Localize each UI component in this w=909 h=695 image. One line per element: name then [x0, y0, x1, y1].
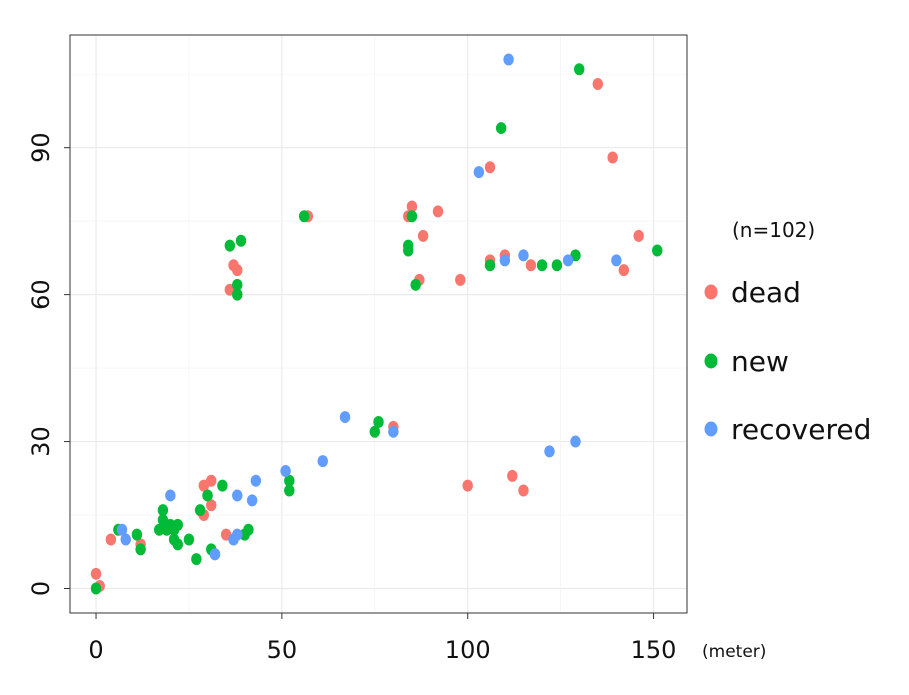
legend-label-new: new — [731, 345, 789, 378]
data-point-new — [183, 533, 195, 546]
legend-label-recovered: recovered — [731, 413, 871, 446]
data-point-new — [90, 582, 102, 595]
data-point-recovered — [317, 455, 328, 468]
data-point-dead — [607, 151, 618, 164]
data-point-recovered — [232, 528, 243, 541]
data-point-recovered — [570, 435, 581, 448]
legend: (n=102) dead new recovered — [704, 218, 871, 446]
data-point-new — [298, 210, 310, 223]
x-tick-label: 100 — [445, 636, 491, 664]
y-tick-label: 0 — [27, 581, 55, 596]
data-point-recovered — [473, 166, 485, 179]
data-points — [90, 53, 663, 595]
data-point-new — [172, 518, 183, 531]
data-point-recovered — [388, 425, 399, 438]
legend-key-new — [704, 353, 718, 369]
data-point-dead — [432, 205, 444, 218]
data-point-new — [191, 553, 202, 566]
x-tick-label: 150 — [631, 636, 677, 664]
data-point-new — [194, 504, 206, 517]
data-point-dead — [484, 161, 496, 174]
legend-label-dead: dead — [731, 276, 801, 309]
data-point-recovered — [250, 474, 262, 487]
data-point-recovered — [120, 533, 131, 546]
data-point-dead — [417, 229, 429, 242]
x-axis-unit-label: (meter) — [702, 642, 766, 662]
data-point-dead — [455, 273, 466, 286]
data-point-dead — [633, 229, 644, 242]
legend-key-recovered — [704, 421, 718, 437]
data-point-recovered — [499, 254, 511, 267]
data-point-new — [243, 523, 254, 536]
data-point-new — [235, 234, 247, 247]
data-point-dead — [462, 479, 473, 492]
x-tick-label: 0 — [88, 636, 103, 664]
grid-lines — [70, 35, 687, 613]
x-axis-tick-labels: 0 50 100 150 — [88, 636, 676, 664]
data-point-dead — [525, 259, 537, 272]
data-point-recovered — [611, 254, 622, 267]
y-tick-label: 60 — [27, 279, 55, 310]
data-point-new — [574, 63, 585, 76]
data-point-recovered — [544, 445, 555, 458]
plot-panel-border — [69, 34, 688, 614]
x-tick-label: 50 — [267, 636, 298, 664]
axis-ticks — [64, 147, 655, 619]
data-point-dead — [618, 264, 630, 277]
data-point-new — [495, 122, 507, 135]
series-recovered — [116, 53, 622, 561]
data-point-dead — [90, 567, 102, 580]
data-point-new — [536, 259, 548, 272]
data-point-recovered — [339, 411, 351, 424]
data-point-dead — [232, 264, 243, 277]
data-point-new — [403, 244, 414, 257]
data-point-dead — [406, 200, 418, 213]
data-point-dead — [592, 77, 603, 90]
data-point-recovered — [280, 464, 291, 477]
y-tick-label: 90 — [27, 132, 55, 163]
data-point-new — [484, 259, 496, 272]
data-point-new — [652, 244, 663, 257]
data-point-new — [202, 489, 213, 502]
data-point-new — [232, 288, 243, 301]
data-point-recovered — [246, 494, 258, 507]
data-point-new — [284, 484, 295, 497]
data-point-dead — [206, 474, 217, 487]
legend-title: (n=102) — [732, 218, 815, 242]
data-point-recovered — [209, 548, 221, 561]
data-point-recovered — [518, 249, 529, 262]
data-point-new — [373, 415, 384, 428]
data-point-new — [551, 259, 563, 272]
data-point-new — [406, 210, 418, 223]
data-point-new — [410, 278, 421, 291]
data-point-dead — [206, 499, 217, 512]
data-point-recovered — [562, 254, 574, 267]
data-point-dead — [507, 469, 518, 482]
data-point-recovered — [165, 489, 176, 502]
data-point-new — [217, 479, 228, 492]
data-point-dead — [518, 484, 529, 497]
data-point-new — [172, 538, 183, 551]
data-point-new — [224, 239, 236, 252]
data-point-new — [369, 425, 380, 438]
series-new — [90, 63, 663, 595]
data-point-recovered — [503, 53, 514, 66]
data-point-recovered — [116, 523, 128, 536]
y-tick-label: 30 — [27, 426, 55, 457]
data-point-new — [284, 474, 295, 487]
data-point-new — [154, 523, 165, 536]
data-point-new — [232, 278, 243, 291]
data-point-recovered — [232, 489, 243, 502]
data-point-dead — [105, 533, 117, 546]
data-point-new — [157, 504, 169, 517]
y-axis-tick-labels: 0 30 60 90 — [27, 132, 55, 596]
legend-key-dead — [704, 284, 718, 300]
data-point-new — [131, 528, 143, 541]
data-point-new — [135, 543, 146, 556]
